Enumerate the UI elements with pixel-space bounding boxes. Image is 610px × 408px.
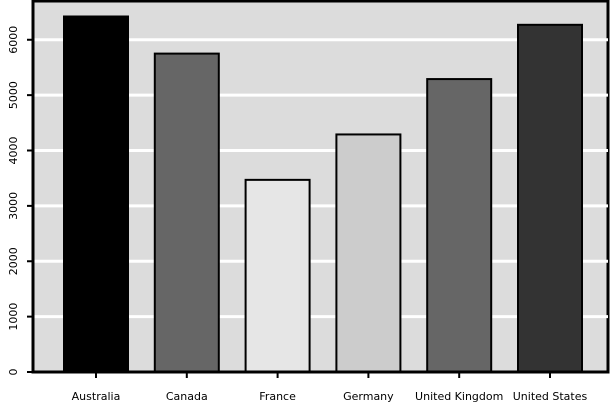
bar-united-states xyxy=(517,23,583,373)
x-tick-label: Australia xyxy=(72,390,121,403)
bar-united-kingdom xyxy=(426,78,493,374)
x-axis-ticks: Australia Canada France Germany United Kingd… xyxy=(72,372,588,403)
y-tick-label: 3000 xyxy=(7,192,20,220)
y-tick-label: 6000 xyxy=(7,26,20,54)
x-tick-label: Canada xyxy=(166,390,208,403)
bars xyxy=(63,15,583,374)
y-axis-ticks: 0 1000 2000 3000 4000 5000 6000 xyxy=(7,26,33,376)
x-tick-label: France xyxy=(259,390,296,403)
x-tick-label: Germany xyxy=(343,390,394,403)
x-tick-label: United Kingdom xyxy=(415,390,503,403)
bar-germany xyxy=(335,133,402,373)
y-tick-label: 0 xyxy=(7,369,20,376)
bar-canada xyxy=(153,52,220,373)
bar-australia xyxy=(63,15,129,373)
bar-france xyxy=(244,178,311,373)
y-tick-label: 4000 xyxy=(7,137,20,165)
y-tick-label: 5000 xyxy=(7,81,20,109)
y-tick-label: 2000 xyxy=(7,247,20,275)
y-tick-label: 1000 xyxy=(7,303,20,331)
x-tick-label: United States xyxy=(513,390,588,403)
